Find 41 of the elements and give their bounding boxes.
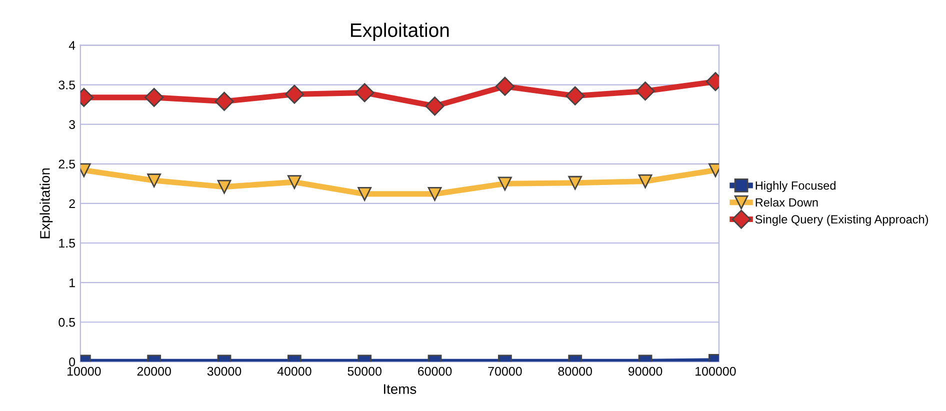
x-tick-label: 40000: [277, 366, 312, 376]
y-tick-label: 4: [68, 41, 76, 50]
point: [144, 88, 164, 107]
chart-title: Exploitation: [351, 22, 449, 41]
x-tick-label: 60000: [418, 366, 452, 376]
x-tick-label: 30000: [207, 366, 242, 376]
y-tick-label: 1: [70, 278, 75, 288]
legend-label: Relax Down: [756, 198, 818, 207]
point: [287, 175, 302, 190]
point: [568, 176, 582, 190]
y-tick-label: 0.5: [58, 318, 76, 327]
point: [355, 83, 374, 102]
y-tick-label: 2: [69, 199, 75, 208]
x-tick-label: 70000: [488, 366, 522, 376]
point: [358, 187, 372, 201]
y-tick-label: 2.5: [58, 160, 76, 169]
x-tick-label: 10000: [67, 366, 101, 376]
point: [498, 176, 512, 191]
y-tick-label: 3.5: [58, 80, 76, 90]
y-axis-title: Exploitation: [40, 168, 53, 238]
y-tick-label: 0: [69, 357, 76, 366]
x-tick-label: 80000: [558, 366, 592, 376]
x-tick-label: 90000: [628, 366, 662, 376]
x-tick-label: 20000: [137, 366, 171, 376]
x-tick-label: 100000: [696, 366, 736, 376]
point: [284, 84, 304, 104]
x-axis-title: Items: [384, 384, 416, 394]
point: [638, 174, 652, 188]
point: [495, 76, 514, 96]
point: [425, 96, 444, 116]
y-tick-label: 1.5: [59, 238, 76, 248]
point: [217, 180, 232, 194]
point: [214, 92, 234, 111]
x-tick-label: 50000: [348, 366, 382, 376]
point: [147, 174, 162, 188]
y-tick-label: 3: [69, 120, 75, 129]
point: [428, 187, 442, 201]
legend-label: Single Query (Existing Approach): [755, 214, 928, 226]
legend-label: Highly Focused: [756, 181, 836, 192]
point: [566, 86, 585, 106]
point: [636, 82, 655, 101]
